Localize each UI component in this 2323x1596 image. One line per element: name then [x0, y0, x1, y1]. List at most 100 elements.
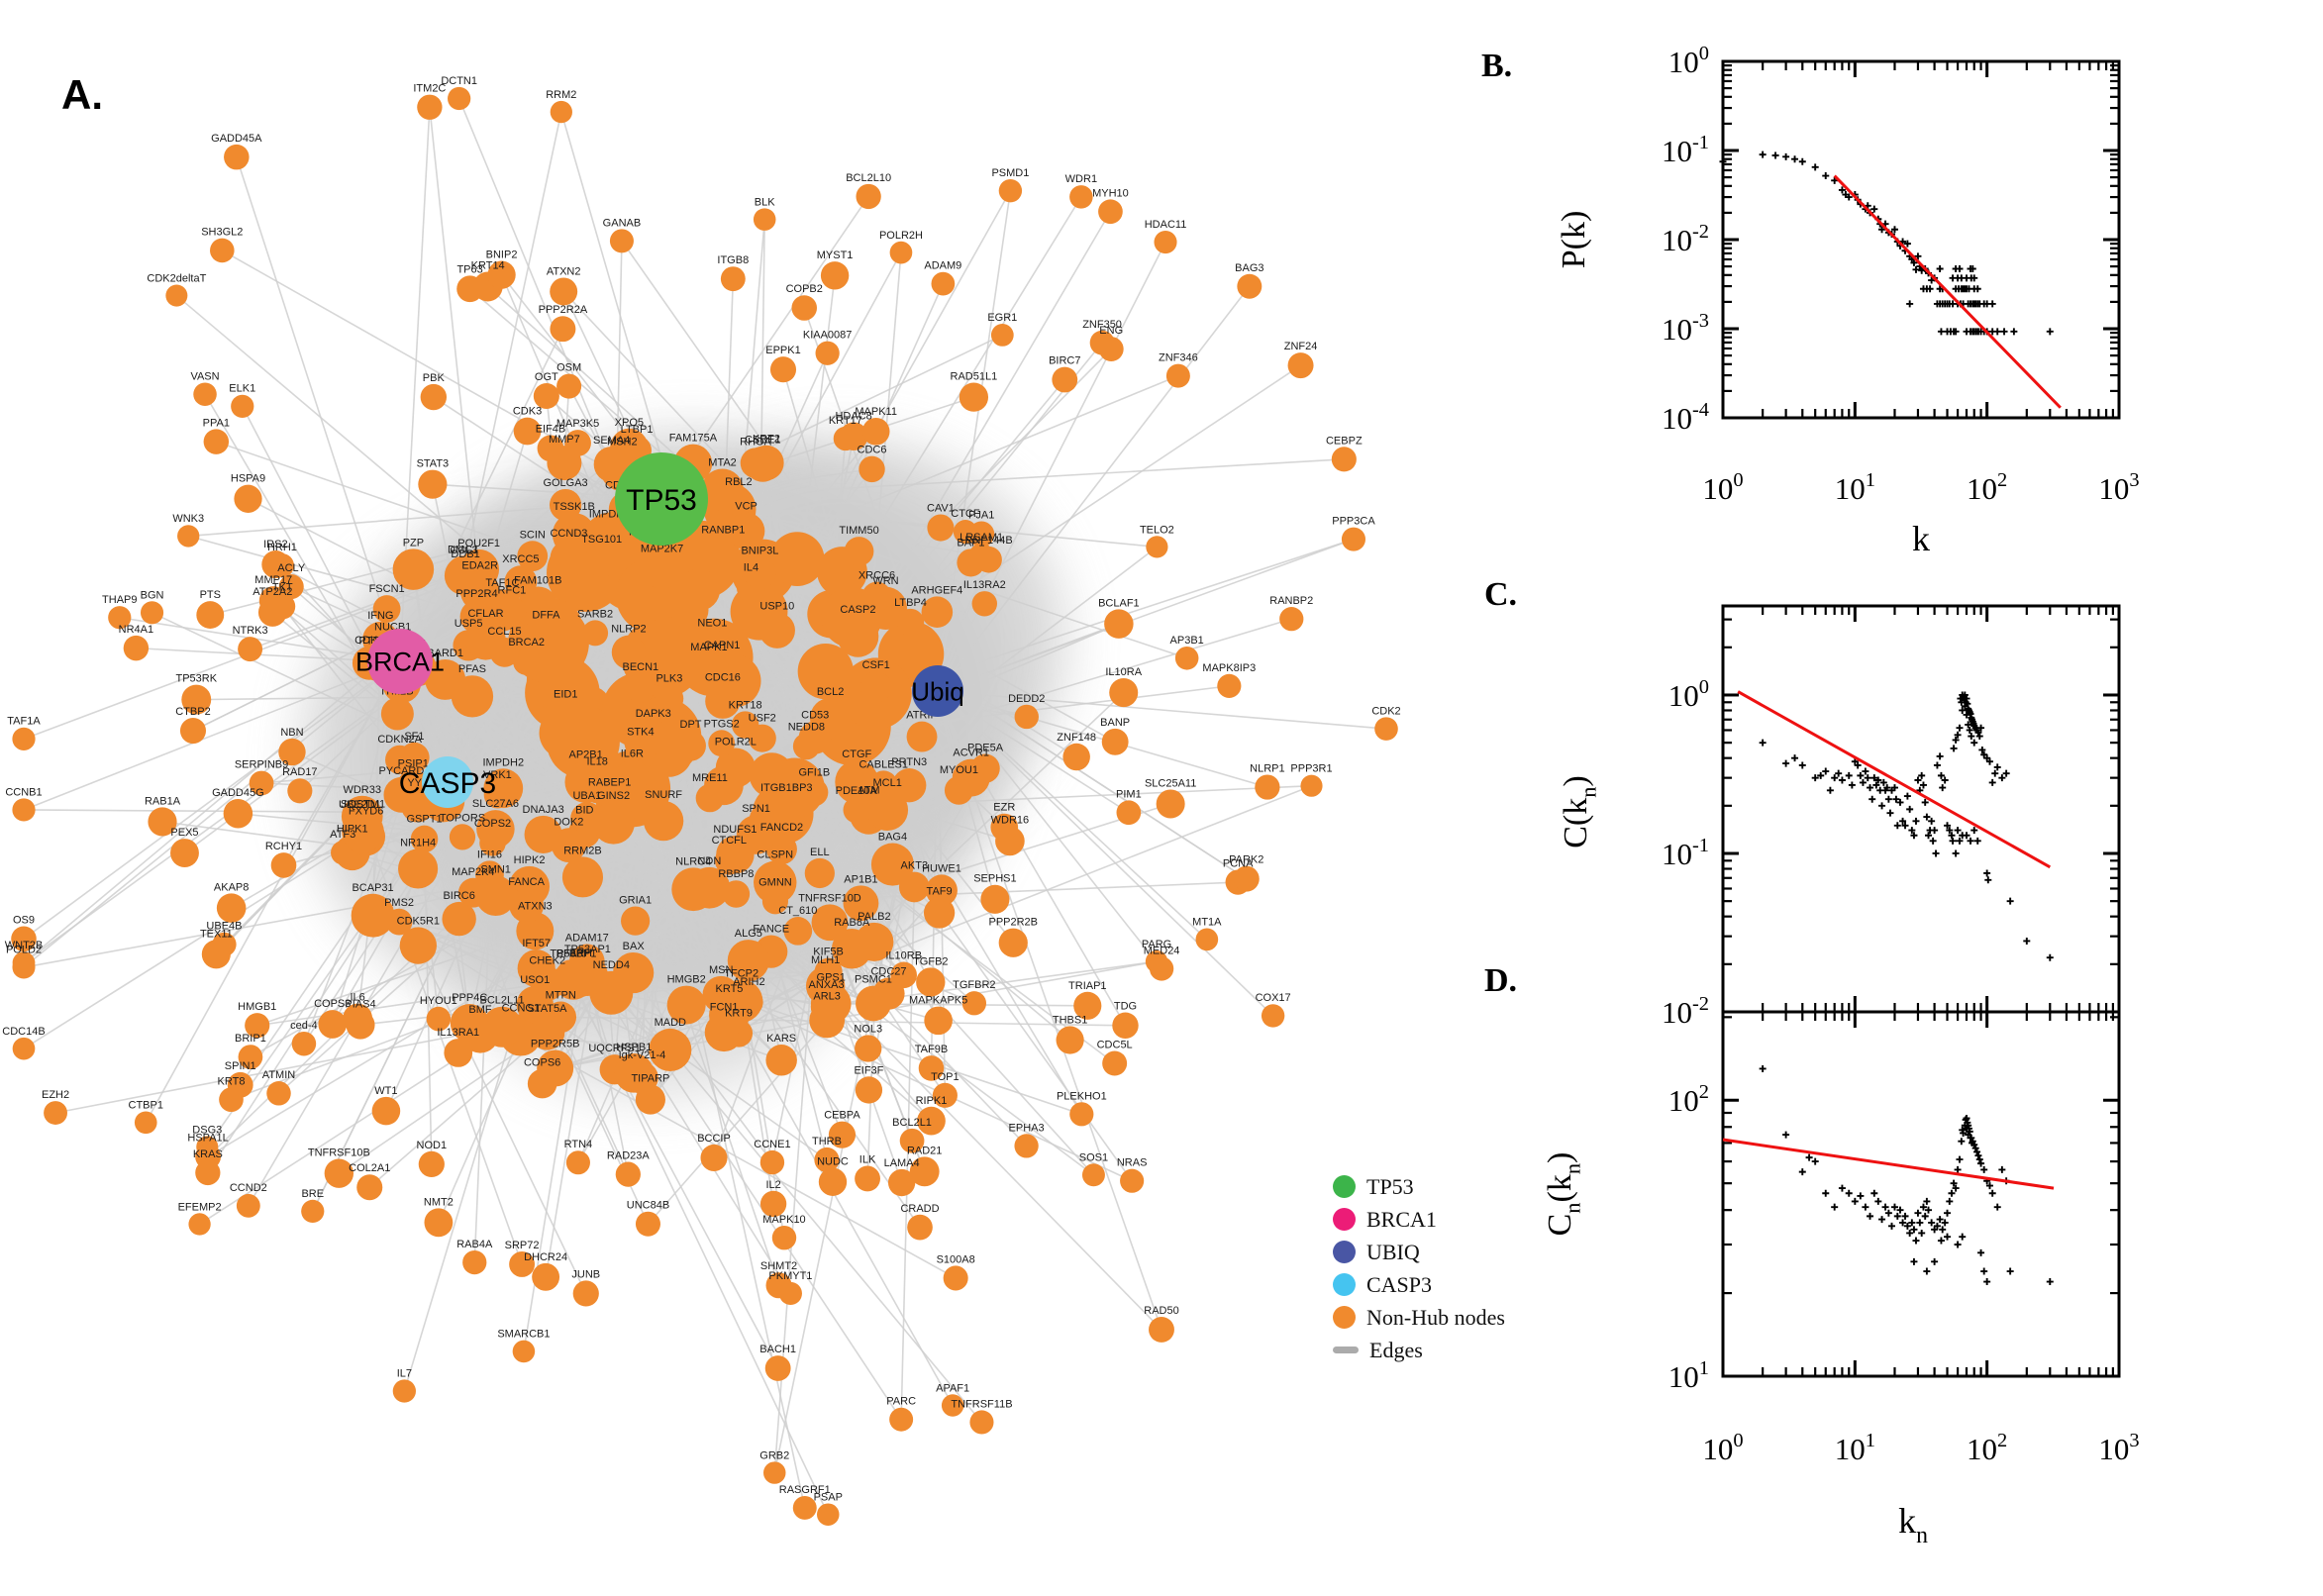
node-label: PJA1 — [968, 510, 994, 522]
node-label: GINS2 — [597, 790, 630, 802]
nonhub-node — [223, 798, 253, 829]
nonhub-node — [565, 1150, 590, 1175]
nonhub-node — [278, 738, 306, 766]
scatter-markers — [1759, 1064, 2054, 1286]
nonhub-node — [887, 1168, 916, 1197]
node-label: PPA1 — [203, 417, 230, 429]
node-label: CLSPN — [757, 849, 793, 861]
network-edge — [937, 690, 1387, 730]
nonhub-node — [859, 671, 892, 703]
node-label: IL13RA1 — [437, 1027, 479, 1039]
x-tick-label: 102 — [1967, 469, 2007, 506]
node-label: KIF5B — [813, 947, 844, 958]
nonhub-node — [818, 1167, 848, 1196]
node-label: FCN1 — [710, 1001, 739, 1013]
nonhub-node — [636, 719, 671, 754]
nonhub-node — [783, 916, 813, 946]
node-label: SRP72 — [505, 1240, 540, 1251]
nonhub-node — [188, 1213, 211, 1236]
casp3-swatch-icon — [1333, 1273, 1356, 1296]
node-label: POU2F1 — [457, 538, 500, 549]
node-label: NDUFS1 — [713, 824, 757, 836]
node-label: EPHA3 — [1009, 1122, 1045, 1134]
node-label: SPIN1 — [225, 1060, 256, 1072]
node-label: BIRC6 — [443, 890, 474, 902]
nonhub-node — [759, 1190, 787, 1218]
node-label: RAB8A — [834, 917, 870, 929]
nonhub-node-cluster — [677, 568, 721, 611]
network-edge — [937, 285, 1251, 692]
node-label: VCP — [735, 501, 758, 513]
nonhub-node — [907, 1214, 933, 1241]
node-label: DNAJA3 — [523, 804, 564, 816]
node-label: ENG — [1099, 325, 1123, 337]
node-label: HSPB1 — [616, 1042, 652, 1053]
network-edge — [761, 463, 1162, 969]
node-label: SH3GL2 — [201, 227, 243, 239]
nonhub-node — [193, 382, 217, 406]
node-label: WRN — [872, 575, 898, 587]
node-label: ARIH2 — [733, 976, 764, 988]
node-label: RNF144B — [964, 535, 1012, 547]
nonhub-node — [1014, 704, 1039, 730]
node-label: USF2 — [749, 713, 776, 725]
node-label: MMP17 — [254, 574, 292, 586]
nonhub-node — [1174, 647, 1199, 670]
nonhub-node — [611, 635, 647, 670]
node-label: GADD45A — [211, 133, 262, 145]
scatter-markers — [1759, 691, 2054, 961]
plot-frame — [1721, 59, 2121, 420]
nonhub-node — [512, 1340, 536, 1363]
node-label: COPB2 — [786, 283, 823, 295]
nonhub-node-cluster — [769, 532, 825, 587]
nonhub-node — [896, 608, 925, 637]
node-label: FANCD2 — [760, 822, 803, 834]
nonhub-node — [44, 1101, 68, 1125]
network-edge — [256, 977, 581, 1027]
node-label: ced-4 — [290, 1020, 318, 1032]
node-label: PTGS2 — [704, 718, 740, 730]
node-label: BAP1 — [957, 537, 984, 549]
nonhub-node — [444, 1039, 473, 1067]
node-label: NUDC — [817, 1156, 849, 1168]
nonhub-node-cluster — [542, 723, 575, 756]
node-label: CDK3 — [513, 406, 542, 418]
network-edge — [54, 1026, 503, 1114]
node-label: MAP3K5 — [556, 418, 599, 430]
node-label: PPP2R2A — [539, 304, 588, 316]
node-label: POLR2H — [879, 230, 923, 242]
node-label: ACVR1 — [953, 748, 989, 759]
nonhub-node — [261, 550, 290, 579]
node-label: RANBP1 — [701, 524, 745, 536]
node-label: ANXA3 — [809, 979, 845, 991]
nonhub-swatch-icon — [1333, 1306, 1356, 1329]
node-label: SERPINB9 — [235, 759, 288, 771]
node-label: RBL2 — [725, 476, 753, 488]
x-tick-label: 103 — [2098, 1430, 2139, 1466]
node-label: IL4 — [744, 562, 758, 574]
node-label: KIAA0087 — [803, 330, 853, 342]
network-edge — [282, 660, 401, 866]
node-label: KRT9 — [725, 1008, 753, 1020]
node-label: ATP2A2 — [252, 586, 292, 598]
node-label: CCL15 — [487, 626, 521, 638]
nonhub-node — [342, 810, 384, 853]
node-label: MCL1 — [873, 777, 902, 789]
nonhub-node — [513, 417, 542, 446]
node-label: DDB1 — [451, 549, 479, 560]
nonhub-node — [1331, 447, 1357, 472]
node-label: RRM2 — [546, 89, 576, 101]
nonhub-node — [990, 324, 1014, 347]
node-label: ERH — [569, 948, 592, 959]
tp53-swatch-icon — [1333, 1175, 1356, 1198]
nonhub-node — [1112, 1012, 1139, 1039]
network-edge — [399, 328, 564, 662]
node-label: MAPK10 — [762, 1214, 805, 1226]
nonhub-node — [210, 238, 235, 263]
node-label: XRCC5 — [502, 553, 539, 565]
nonhub-node — [1145, 949, 1168, 973]
nonhub-node — [301, 1199, 325, 1224]
nonhub-node — [410, 825, 439, 853]
legend-label: BRCA1 — [1366, 1206, 1437, 1232]
nonhub-node — [179, 718, 207, 745]
